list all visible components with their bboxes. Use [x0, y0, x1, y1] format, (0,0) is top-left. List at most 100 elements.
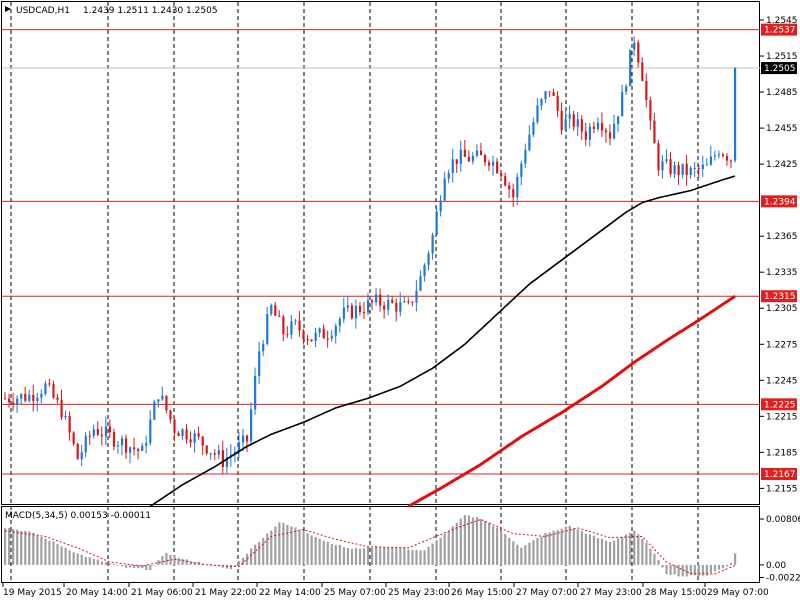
macd-bar: [403, 547, 406, 565]
candle-body: [492, 161, 495, 166]
y-tick-label: 1.2155: [766, 484, 798, 494]
candle-body: [487, 162, 491, 166]
candle-body: [334, 325, 337, 336]
macd-bar: [411, 549, 414, 565]
macd-bar: [124, 564, 128, 568]
level-label-bg: [761, 398, 797, 411]
candle-body: [705, 164, 708, 166]
candle-body: [552, 92, 555, 96]
macd-bar: [701, 564, 704, 576]
x-tick-label: 20 May 14:00: [66, 588, 128, 598]
macd-bar: [145, 564, 148, 571]
macd-bar: [653, 553, 656, 565]
candle-body: [129, 447, 132, 453]
candle-body: [391, 299, 394, 303]
candle-body: [576, 119, 579, 127]
macd-bar: [407, 549, 410, 565]
candle-body: [350, 305, 354, 319]
macd-bar: [88, 557, 91, 565]
y-tick-label: 1.2245: [766, 376, 798, 386]
y-tick-label: 1.2455: [766, 124, 798, 134]
macd-bar: [576, 529, 579, 565]
candle-body: [92, 429, 95, 436]
macd-bar: [306, 533, 309, 565]
macd-bar: [44, 538, 47, 565]
macd-bar: [600, 538, 604, 565]
macd-bar: [500, 530, 503, 565]
candle-body: [274, 305, 277, 316]
macd-bar: [104, 562, 108, 565]
candle-body: [28, 394, 31, 401]
macd-bar: [508, 537, 511, 565]
candle-body: [250, 409, 253, 442]
candle-body: [617, 116, 620, 124]
macd-bar: [229, 564, 233, 570]
level-labels: 1.2537 1.2394 1.2315 1.2225 1.2167 1.2505: [761, 23, 797, 480]
candle-body: [673, 165, 676, 175]
candle-body: [290, 321, 293, 335]
macd-bar: [657, 559, 660, 565]
macd-bar: [661, 564, 664, 568]
candle-body: [338, 318, 341, 326]
macd-bar: [721, 564, 725, 569]
candle-body: [734, 68, 737, 161]
candle-body: [419, 276, 422, 291]
macd-bar: [379, 547, 382, 565]
macd-bar: [24, 530, 27, 565]
candle-body: [185, 429, 188, 440]
candle-body: [371, 300, 374, 303]
candle-body: [12, 402, 15, 405]
candle-body: [225, 457, 229, 468]
candle-body: [48, 383, 51, 385]
macd-bar: [649, 548, 652, 565]
candle-body: [407, 301, 410, 303]
candle-body: [431, 235, 434, 254]
candle-body: [330, 335, 333, 339]
macd-bar: [334, 544, 337, 565]
macd-bar: [354, 547, 358, 565]
macd-bar: [371, 547, 374, 565]
time-axis: 19 May 2015 20 May 14:00 21 May 06:00 21 Ma…: [2, 583, 769, 598]
candle-body: [213, 453, 216, 455]
candle-body: [169, 410, 172, 420]
x-tick-label: 19 May 2015: [3, 588, 62, 598]
macd-bar: [193, 561, 196, 565]
x-tick-label: 21 May 22:00: [195, 588, 257, 598]
macd-bar: [165, 552, 168, 565]
macd-bar: [282, 522, 285, 565]
macd-bar: [68, 550, 71, 565]
macd-bar: [84, 556, 87, 565]
level-label: 1.2167: [764, 470, 796, 480]
macd-bar: [241, 557, 245, 565]
macd-bar: [419, 550, 422, 565]
macd-bar: [96, 559, 99, 565]
candle-body: [221, 450, 224, 468]
macd-bar: [584, 533, 587, 565]
y-tick-label: 1.2485: [766, 88, 798, 98]
candle-body: [621, 91, 624, 117]
candle-body: [403, 301, 406, 303]
macd-bar: [677, 564, 680, 577]
candle-body: [306, 339, 309, 341]
y-tick-label: 1.2335: [766, 268, 798, 278]
candle-body: [52, 384, 55, 398]
candle-body: [197, 433, 200, 437]
candle-body: [463, 149, 466, 157]
macd-bar: [552, 530, 555, 565]
macd-bar: [189, 561, 192, 565]
x-tick-label: 25 May 23:00: [388, 588, 450, 598]
macd-bar: [262, 537, 265, 565]
candle-body: [262, 343, 265, 352]
macd-bar: [254, 544, 257, 565]
candle-body: [395, 302, 398, 312]
candle-body: [36, 397, 39, 402]
level-label: 1.2315: [764, 292, 796, 302]
candle-body: [310, 339, 313, 342]
candle-body: [709, 156, 713, 165]
macd-bar: [358, 548, 362, 565]
candle-body: [104, 426, 108, 437]
candle-body: [540, 99, 543, 106]
macd-bar: [637, 534, 640, 565]
candle-body: [201, 436, 204, 446]
